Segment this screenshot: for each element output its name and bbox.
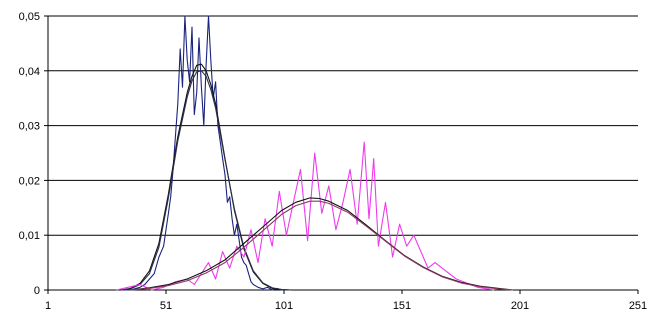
series-line-3 xyxy=(116,141,495,291)
x-tick-label: 101 xyxy=(275,300,293,312)
x-tick-label: 201 xyxy=(511,300,529,312)
x-tick-label: 151 xyxy=(393,300,411,312)
gridlines xyxy=(48,15,638,236)
y-tick-label: 0 xyxy=(34,285,40,297)
tick-labels: 00,010,020,030,040,051 51 101 151 201 251 xyxy=(19,11,648,312)
series-line-0 xyxy=(121,15,287,291)
y-tick-label: 0,02 xyxy=(19,175,40,187)
y-tick-label: 0,01 xyxy=(19,230,40,242)
y-tick-label: 0,04 xyxy=(19,66,40,78)
x-tick-label: 51 xyxy=(160,300,172,312)
series-line-2 xyxy=(121,70,292,291)
series-layer xyxy=(116,15,513,291)
series-line-5 xyxy=(130,200,513,291)
axes xyxy=(44,15,639,294)
y-tick-label: 0,05 xyxy=(19,11,40,23)
x-tick-label: 251 xyxy=(629,300,647,312)
y-tick-label: 0,03 xyxy=(19,121,40,133)
x-tick-label: 1 xyxy=(45,300,51,312)
